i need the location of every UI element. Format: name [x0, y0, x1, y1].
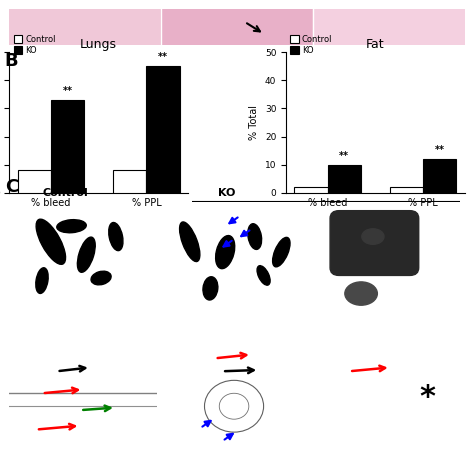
Title: Fat: Fat [366, 38, 384, 51]
Text: **: ** [339, 151, 349, 161]
Bar [161, 9, 313, 45]
Ellipse shape [216, 236, 235, 269]
Bar [423, 159, 456, 193]
Ellipse shape [203, 277, 218, 300]
Bar [146, 66, 180, 193]
Ellipse shape [248, 224, 262, 249]
Ellipse shape [180, 222, 200, 262]
Ellipse shape [36, 268, 48, 293]
Ellipse shape [345, 282, 377, 305]
Bar [328, 165, 361, 193]
Ellipse shape [109, 222, 123, 251]
Bar [51, 100, 84, 193]
Bar [390, 187, 423, 193]
Ellipse shape [273, 237, 290, 267]
Ellipse shape [36, 219, 65, 264]
Text: KO: KO [218, 188, 236, 198]
Ellipse shape [57, 219, 86, 233]
Text: B: B [5, 52, 18, 70]
Y-axis label: % Total: % Total [249, 105, 259, 140]
Ellipse shape [91, 271, 111, 285]
Ellipse shape [362, 229, 384, 244]
Legend: Control, KO: Control, KO [290, 35, 332, 55]
Bar [9, 9, 161, 45]
Text: Control: Control [43, 188, 89, 198]
Bar [294, 187, 328, 193]
Text: **: ** [435, 145, 445, 155]
Legend: Control, KO: Control, KO [14, 35, 56, 55]
Text: **: ** [63, 86, 73, 96]
Ellipse shape [77, 237, 95, 272]
Bar [113, 171, 146, 193]
Ellipse shape [257, 265, 270, 285]
Bar [313, 9, 465, 45]
Text: C: C [5, 178, 18, 196]
Bar [18, 171, 51, 193]
Text: **: ** [158, 52, 168, 62]
Text: *: * [419, 383, 436, 412]
FancyBboxPatch shape [330, 210, 419, 275]
Title: Lungs: Lungs [80, 38, 117, 51]
